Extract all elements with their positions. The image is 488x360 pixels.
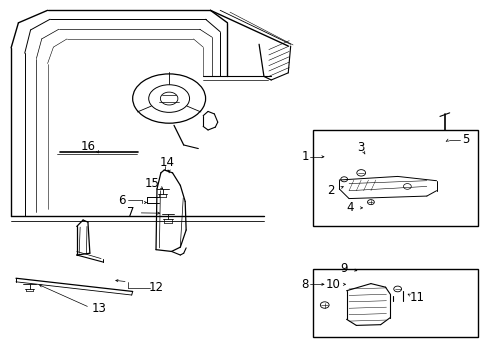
Text: 12: 12 [148, 282, 163, 294]
Text: 15: 15 [144, 177, 159, 190]
Text: 10: 10 [325, 278, 340, 291]
Text: 16: 16 [80, 140, 95, 153]
FancyBboxPatch shape [312, 269, 477, 337]
Text: 13: 13 [91, 302, 106, 315]
FancyBboxPatch shape [312, 130, 477, 226]
Text: 11: 11 [409, 291, 424, 305]
Text: 5: 5 [461, 134, 468, 147]
Text: 14: 14 [159, 156, 174, 168]
Text: 2: 2 [326, 184, 334, 197]
Text: 4: 4 [346, 201, 353, 214]
Text: 8: 8 [301, 278, 308, 291]
Text: 7: 7 [127, 206, 135, 219]
Text: 6: 6 [118, 194, 125, 207]
Text: 1: 1 [301, 150, 308, 163]
Text: 9: 9 [340, 262, 347, 275]
Text: 3: 3 [357, 141, 364, 154]
